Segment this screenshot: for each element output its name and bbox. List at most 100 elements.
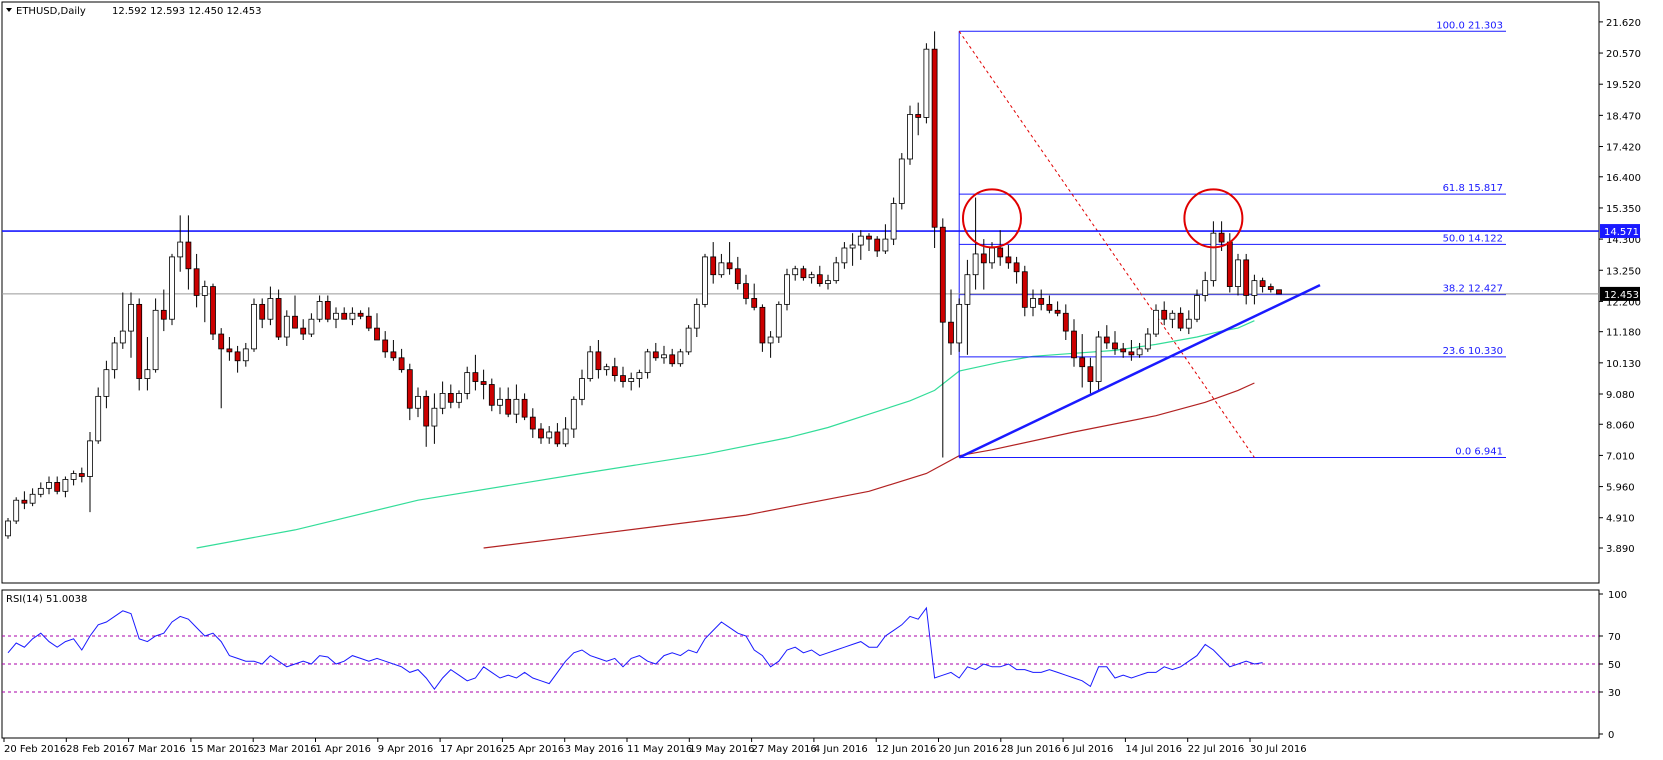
bearish-candle <box>948 321 954 344</box>
bullish-candle <box>1153 309 1159 335</box>
y-tick-label: 10.130 <box>1606 359 1641 370</box>
bearish-candle <box>136 303 143 379</box>
bullish-candle <box>964 274 971 305</box>
x-tick-label: 28 Jun 2016 <box>1001 744 1061 755</box>
bearish-candle <box>751 298 758 308</box>
moving-average-short <box>196 320 1255 549</box>
bearish-candle <box>521 398 528 418</box>
bearish-candle <box>21 499 28 504</box>
x-tick-label: 19 May 2016 <box>689 744 754 755</box>
bullish-candle <box>1030 298 1036 308</box>
y-tick-label: 4.910 <box>1606 514 1635 525</box>
bullish-candle <box>702 256 708 305</box>
price-y-axis: 21.620 20.570 19.520 18.470 17.420 16.400 15.3… <box>1599 18 1641 555</box>
bullish-candle <box>283 315 290 338</box>
bearish-candle <box>866 235 872 240</box>
bearish-candle <box>185 241 192 270</box>
bearish-candle <box>1276 289 1282 295</box>
bullish-candle <box>201 286 208 296</box>
bullish-candle <box>464 372 471 394</box>
bearish-candle <box>759 306 766 344</box>
bullish-candle <box>95 395 102 442</box>
bullish-candle <box>144 369 151 379</box>
bearish-candle <box>193 268 200 296</box>
x-tick-label: 30 Jul 2016 <box>1250 744 1307 755</box>
bearish-candle <box>595 351 602 371</box>
bearish-candle <box>259 303 266 320</box>
bullish-candle <box>693 303 700 329</box>
rsi-y-tick-label: 50 <box>1608 660 1621 671</box>
bearish-candle <box>1120 348 1127 353</box>
bearish-candle <box>374 327 380 341</box>
bullish-candle <box>849 244 856 249</box>
bullish-candle <box>37 487 44 495</box>
rsi-level-lines <box>2 635 1599 693</box>
bullish-candle <box>570 398 577 430</box>
y-tick-label: 19.520 <box>1606 80 1641 91</box>
bullish-candle <box>431 407 438 427</box>
fib-diagonal-line <box>958 31 1255 458</box>
bearish-candle <box>480 381 487 385</box>
bullish-candle <box>1144 333 1151 350</box>
fib-level-label: 38.2 12.427 <box>1443 284 1503 295</box>
fib-level-label: 50.0 14.122 <box>1443 233 1503 244</box>
bullish-candle <box>349 312 356 320</box>
bearish-candle <box>554 431 561 445</box>
y-tick-label: 20.570 <box>1606 49 1641 60</box>
bullish-candle <box>169 256 175 320</box>
bearish-candle <box>734 268 741 285</box>
rsi-line <box>7 606 1263 691</box>
bearish-candle <box>1112 342 1118 350</box>
y-tick-label: 3.890 <box>1606 544 1635 555</box>
bullish-candle <box>841 247 848 264</box>
bullish-candle <box>898 158 905 204</box>
bearish-candle <box>1226 241 1233 287</box>
bullish-candle <box>497 398 503 406</box>
bearish-candle <box>800 268 807 279</box>
y-tick-label: 13.250 <box>1606 266 1641 277</box>
x-tick-label: 20 Feb 2016 <box>4 744 66 755</box>
bearish-candle <box>472 372 479 382</box>
bullish-candle <box>718 262 725 276</box>
bullish-candle <box>1210 232 1217 282</box>
x-tick-label: 7 Mar 2016 <box>129 744 186 755</box>
bullish-candle <box>661 354 667 359</box>
bearish-candle <box>54 482 61 492</box>
bearish-candle <box>1087 366 1094 382</box>
highlight-circle <box>962 188 1022 249</box>
bearish-candle <box>816 274 823 285</box>
price-tag-box <box>1600 286 1640 301</box>
bearish-candle <box>406 369 413 409</box>
bearish-candle <box>488 384 495 406</box>
price-tag-label: 14.571 <box>1604 227 1639 238</box>
ascending-trendline <box>958 283 1321 459</box>
bearish-candle <box>447 393 454 403</box>
rsi-y-tick-label: 70 <box>1608 632 1621 643</box>
bearish-candle <box>357 312 364 317</box>
bullish-candle <box>628 378 635 382</box>
bullish-candle <box>128 303 134 332</box>
x-tick-label: 9 Apr 2016 <box>378 744 433 755</box>
bullish-candle <box>5 520 11 537</box>
bearish-candle <box>1005 256 1012 264</box>
bullish-candle <box>767 336 774 344</box>
price-tags: 14.571 12.453 <box>1600 224 1640 301</box>
bullish-candle <box>956 303 963 344</box>
x-tick-label: 20 Jun 2016 <box>939 744 999 755</box>
bullish-candle <box>333 312 339 320</box>
bullish-candle <box>775 303 782 338</box>
bearish-candle <box>390 351 397 359</box>
bullish-candle <box>603 366 610 371</box>
rsi-indicator-label: RSI(14) 51.0038 <box>6 594 87 605</box>
bullish-candle <box>87 440 93 477</box>
bullish-candle <box>784 274 790 305</box>
bearish-candle <box>275 298 282 338</box>
bearish-candle <box>538 428 544 439</box>
bullish-candle <box>1095 336 1102 382</box>
bullish-candle <box>546 431 553 439</box>
bullish-candle <box>677 351 684 365</box>
fib-level-label: 23.6 10.330 <box>1443 346 1503 357</box>
bullish-candle <box>316 301 323 320</box>
rsi-series-line <box>7 606 1263 691</box>
